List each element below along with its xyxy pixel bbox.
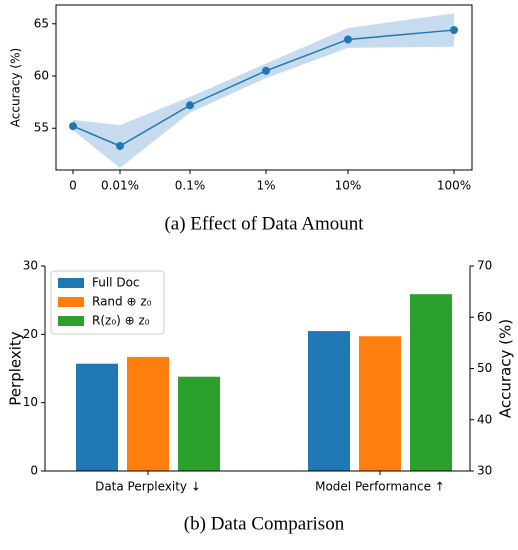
bar [359,336,401,471]
y-tick-label: 65 [34,16,49,30]
y2-tick-label: 50 [477,361,492,375]
legend-swatch [58,316,84,326]
point [450,26,458,35]
bar [76,363,118,471]
legend-swatch [58,297,84,307]
bar [127,356,169,471]
y-tick-label: 60 [34,69,49,83]
y2-tick-label: 70 [477,259,492,273]
y-axis-label: Perplexity [7,331,25,405]
legend-label: Full Doc [92,276,140,290]
x-tick-label: 0.1% [175,179,206,193]
y-tick-label: 55 [34,121,49,135]
caption: (b) Data Comparison [184,513,345,534]
line [72,29,455,147]
legend-label: Rand ⊕ z₀ [92,295,152,309]
x-tick-label: 100% [437,179,471,193]
point [186,101,194,110]
y-tick-label: 20 [23,327,38,341]
y2-tick-label: 40 [477,412,492,426]
legend-swatch [58,278,84,288]
y-tick-label: 10 [23,395,38,409]
x-tick-label: 1% [256,179,275,193]
y2-tick-label: 30 [477,464,492,478]
x-tick-label: 0 [69,179,77,193]
y2-axis-label: Accuracy (%) [497,319,515,418]
y2-tick-label: 60 [477,310,492,324]
point [262,66,270,75]
caption: (a) Effect of Data Amount [164,213,364,234]
plot-frame [55,4,473,171]
y-tick-label: 0 [30,464,38,478]
point [116,141,124,150]
bar [178,376,220,471]
point [69,122,77,131]
confidence-band [73,13,454,168]
bar [410,294,452,471]
x-tick-label: Data Perplexity ↓ [95,480,201,494]
y-tick-label: 30 [23,259,38,273]
legend-label: R(z₀) ⊕ z₀ [92,314,150,328]
bar [308,331,350,471]
x-tick-label: 0.01% [101,179,139,193]
x-tick-label: Model Performance ↑ [315,480,445,494]
y-axis-label: Accuracy (%) [9,48,23,127]
point [344,35,352,44]
x-tick-label: 10% [335,179,362,193]
